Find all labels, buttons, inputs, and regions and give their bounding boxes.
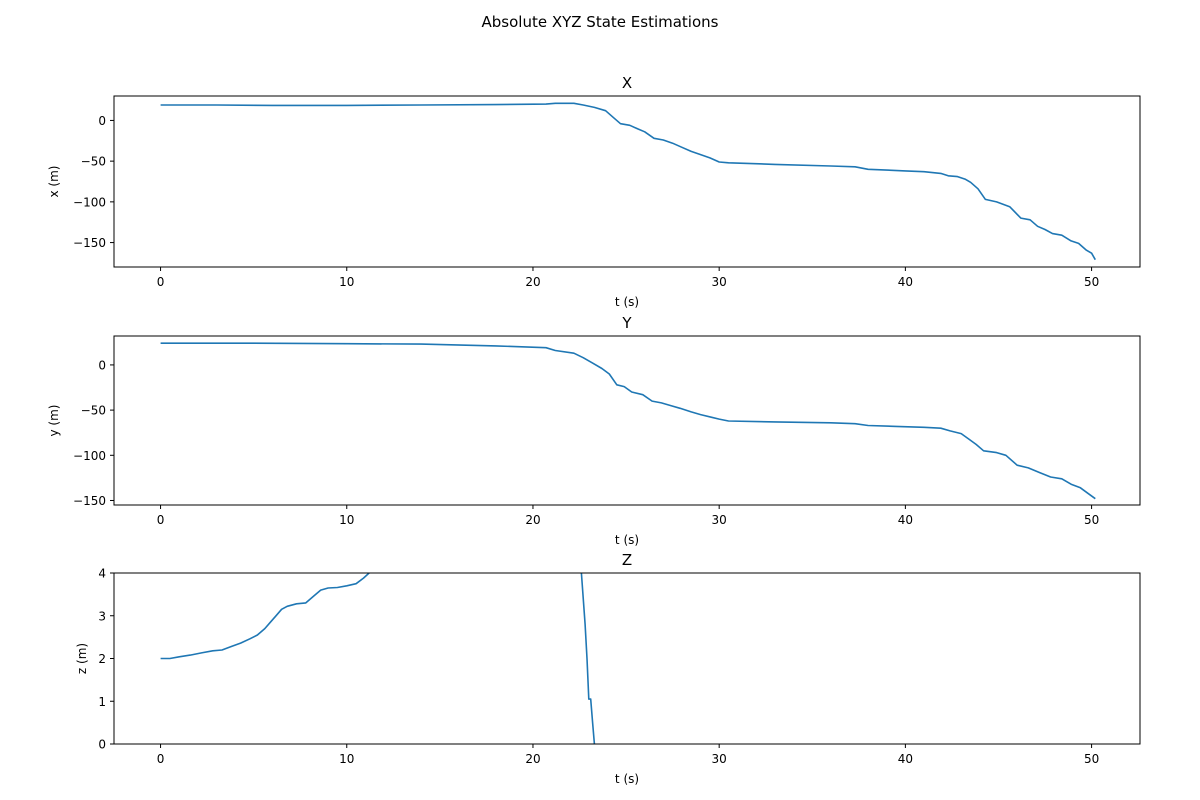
x-tick-label: 30 [712, 275, 727, 289]
x-tick-label: 20 [525, 752, 540, 766]
axes-frame [113, 95, 1141, 268]
y-tick-label: 2 [98, 652, 106, 666]
y-tick-label: 0 [98, 738, 106, 752]
x-tick-label: 20 [525, 275, 540, 289]
y-tick-label: 0 [98, 114, 106, 128]
x-tick-label: 30 [712, 752, 727, 766]
y-tick-label: 3 [98, 609, 106, 623]
subplot-title: Y [621, 314, 632, 332]
y-tick-label: −100 [73, 195, 106, 209]
x-tick-label: 40 [898, 752, 913, 766]
x-tick-label: 20 [525, 513, 540, 527]
subplot-title: X [622, 74, 632, 92]
x-tick-label: 40 [898, 275, 913, 289]
axes-frame [113, 572, 1141, 745]
x-axis-label: t (s) [615, 295, 639, 309]
subplot-x: 0 10 20 30 40 50 0 −50 −100 −150 Xt (s) x (m) [47, 74, 1141, 309]
x-tick-label: 0 [157, 275, 165, 289]
x-tick-label: 10 [339, 752, 354, 766]
y-tick-label: −50 [81, 404, 106, 418]
subplot-z: 0 10 20 30 40 50 0 1 2 3 4 Zt (s) z (m) [75, 551, 1141, 786]
y-tick-label: −150 [73, 494, 106, 508]
x-tick-label: 50 [1084, 752, 1099, 766]
x-tick-label: 50 [1084, 513, 1099, 527]
x-tick-label: 10 [339, 513, 354, 527]
axes-frame [113, 335, 1141, 506]
x-tick-label: 30 [712, 513, 727, 527]
series-line-y [160, 342, 1096, 500]
y-tick-label: 1 [98, 695, 106, 709]
series-line-x [160, 102, 1096, 261]
y-axis-label: x (m) [47, 166, 61, 198]
y-axis-label: z (m) [75, 643, 89, 674]
y-tick-label: 0 [98, 358, 106, 372]
y-axis-label: y (m) [47, 405, 61, 437]
y-tick-label: −50 [81, 155, 106, 169]
subplot-title: Z [622, 551, 632, 569]
x-axis-label: t (s) [615, 533, 639, 547]
x-tick-label: 0 [157, 752, 165, 766]
x-tick-label: 10 [339, 275, 354, 289]
y-tick-label: −100 [73, 449, 106, 463]
x-axis-label: t (s) [615, 772, 639, 786]
y-tick-label: −150 [73, 236, 106, 250]
x-tick-label: 50 [1084, 275, 1099, 289]
subplot-y: 0 10 20 30 40 50 0 −50 −100 −150 Yt (s) y (m) [47, 314, 1141, 547]
x-tick-label: 40 [898, 513, 913, 527]
y-tick-label: 4 [98, 567, 106, 581]
figure-title: Absolute XYZ State Estimations [482, 13, 719, 31]
x-tick-label: 0 [157, 513, 165, 527]
series-line-z [160, 573, 596, 744]
